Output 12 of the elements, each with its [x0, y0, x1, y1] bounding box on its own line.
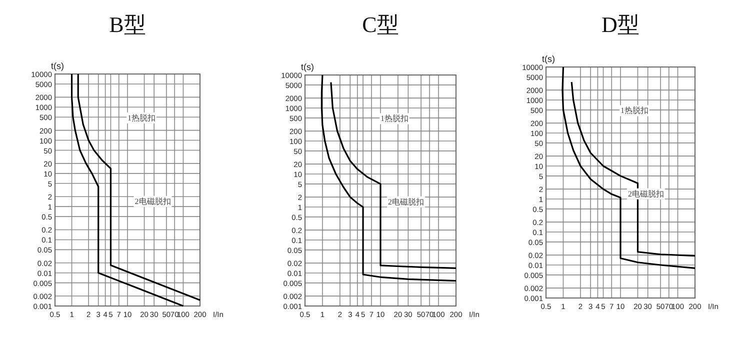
- annotation: 2电磁脱扣: [388, 197, 424, 206]
- y-axis-title: t(s): [542, 54, 555, 64]
- y-axis-title: t(s): [51, 61, 64, 71]
- annotation: 1热脱扣: [128, 113, 156, 122]
- chart-title: D型: [602, 12, 640, 37]
- chart-title: C型: [362, 12, 399, 37]
- annotation: 2电磁脱扣: [134, 196, 171, 206]
- annotation: 2电磁脱扣: [628, 189, 664, 198]
- annotation: 1热脱扣: [620, 106, 648, 116]
- chart-title: B型: [109, 12, 146, 37]
- annotation: 1热脱扣: [380, 114, 408, 124]
- y-axis-title: t(s): [301, 62, 314, 72]
